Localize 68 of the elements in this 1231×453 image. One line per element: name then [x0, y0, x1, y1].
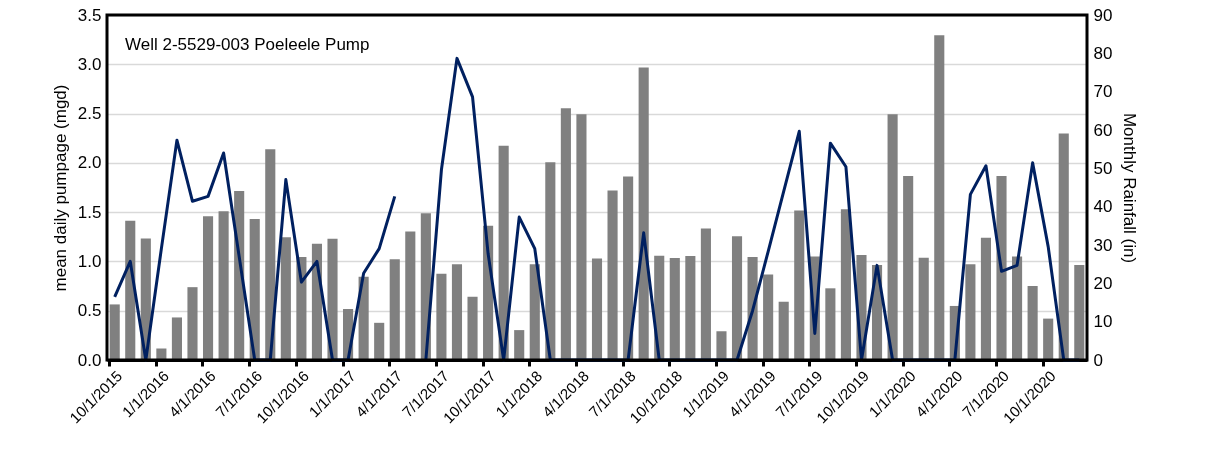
bar [576, 114, 587, 360]
bar [374, 322, 385, 360]
bar [591, 258, 603, 360]
bar [389, 259, 400, 360]
y-tick-label: 1.0 [77, 251, 102, 271]
bar [1074, 264, 1085, 360]
y-tick-label: 0.0 [77, 350, 102, 370]
y-tick-label: 3.5 [77, 5, 102, 25]
bar [965, 264, 976, 360]
bar [1027, 286, 1038, 360]
bar [171, 317, 182, 360]
bar [825, 288, 836, 360]
bar [778, 301, 789, 360]
y2-tick-label: 90 [1093, 5, 1113, 25]
annotation: Well 2-5529-003 Poeleele Pump [125, 35, 370, 54]
bar [467, 296, 478, 360]
bar [903, 176, 914, 360]
bar [560, 108, 571, 360]
bar [996, 176, 1007, 360]
bar [451, 264, 463, 360]
bar [218, 211, 229, 360]
bar [327, 238, 338, 360]
bar [109, 304, 120, 360]
bar [934, 35, 945, 360]
bar [716, 331, 727, 360]
bar [405, 231, 416, 360]
y-tick-label: 2.0 [77, 153, 102, 173]
y2-tick-label: 30 [1093, 235, 1113, 255]
bar [436, 273, 447, 360]
bar [840, 209, 851, 360]
bar [358, 276, 369, 360]
y2-tick-label: 0 [1093, 350, 1103, 370]
bar [529, 264, 540, 360]
bar [887, 114, 898, 360]
bar [638, 67, 649, 360]
y2-tick-label: 40 [1093, 197, 1113, 217]
bar [249, 218, 260, 360]
y-tick-label: 0.5 [77, 301, 102, 321]
bar [187, 287, 198, 360]
bar [514, 330, 525, 360]
y2-tick-label: 20 [1093, 273, 1113, 293]
bar [1043, 318, 1054, 360]
bar [700, 228, 711, 360]
bar [685, 256, 696, 360]
bar [763, 274, 774, 360]
bar [280, 237, 291, 360]
bar [731, 236, 743, 360]
bar [545, 162, 556, 360]
y2-tick-label: 80 [1093, 43, 1113, 63]
y2-axis-title: Monthly Rainfall (in) [1120, 112, 1140, 264]
bar [918, 257, 929, 360]
bar [202, 216, 214, 360]
bar [1058, 133, 1069, 360]
bar [794, 210, 805, 360]
y2-tick-label: 50 [1093, 158, 1113, 178]
bar [980, 237, 992, 360]
y-tick-label: 2.5 [77, 104, 102, 124]
y-tick-label: 1.5 [77, 202, 102, 222]
y2-tick-label: 60 [1093, 120, 1113, 140]
y2-tick-label: 70 [1093, 82, 1113, 102]
y-tick-label: 3.0 [77, 54, 102, 74]
y-axis-title: mean daily pumpage (mgd) [50, 84, 70, 292]
bar [669, 258, 680, 360]
bar [607, 190, 618, 360]
y2-tick-label: 10 [1093, 312, 1113, 332]
bar [265, 149, 276, 360]
bar [623, 176, 634, 360]
bar [1012, 256, 1023, 360]
